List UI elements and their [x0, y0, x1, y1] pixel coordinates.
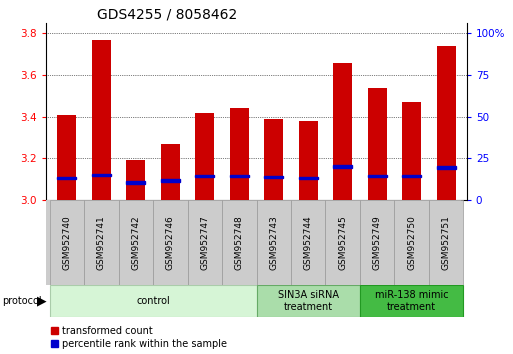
Bar — [230, 108, 249, 200]
Text: GSM952748: GSM952748 — [235, 215, 244, 270]
Bar — [161, 179, 180, 182]
Text: GSM952747: GSM952747 — [200, 215, 209, 270]
Bar — [256, 285, 360, 316]
Bar — [299, 177, 318, 179]
Text: GSM952742: GSM952742 — [131, 215, 141, 270]
Bar — [222, 200, 256, 285]
Bar — [57, 115, 76, 200]
Text: GSM952743: GSM952743 — [269, 215, 278, 270]
Text: GSM952749: GSM952749 — [372, 215, 382, 270]
Bar — [92, 174, 111, 176]
Bar — [368, 87, 387, 200]
Bar — [264, 176, 283, 178]
Bar — [195, 113, 214, 200]
Text: ▶: ▶ — [37, 295, 47, 307]
Legend: transformed count, percentile rank within the sample: transformed count, percentile rank withi… — [51, 326, 227, 349]
Bar — [333, 63, 352, 200]
Bar — [126, 160, 145, 200]
Bar — [256, 200, 291, 285]
Bar — [153, 200, 188, 285]
Text: GSM952745: GSM952745 — [338, 215, 347, 270]
Bar — [299, 121, 318, 200]
Bar — [119, 200, 153, 285]
Text: miR-138 mimic
treatment: miR-138 mimic treatment — [375, 290, 448, 312]
Text: SIN3A siRNA
treatment: SIN3A siRNA treatment — [278, 290, 339, 312]
Bar — [57, 177, 76, 179]
Bar — [429, 200, 463, 285]
Bar — [126, 181, 145, 184]
Bar — [402, 175, 421, 177]
Text: GDS4255 / 8058462: GDS4255 / 8058462 — [96, 8, 237, 22]
Bar — [230, 175, 249, 177]
Bar — [368, 175, 387, 177]
Bar — [264, 119, 283, 200]
Bar — [84, 200, 119, 285]
Text: GSM952746: GSM952746 — [166, 215, 175, 270]
Text: GSM952744: GSM952744 — [304, 215, 313, 270]
Text: GSM952740: GSM952740 — [63, 215, 71, 270]
Bar — [333, 165, 352, 168]
Text: GSM952750: GSM952750 — [407, 215, 416, 270]
Bar — [50, 200, 84, 285]
Bar — [50, 285, 256, 316]
Bar — [92, 40, 111, 200]
Bar — [402, 102, 421, 200]
Bar — [360, 200, 394, 285]
Bar — [437, 46, 456, 200]
Text: control: control — [136, 296, 170, 306]
Bar — [325, 200, 360, 285]
Bar — [437, 166, 456, 169]
Bar — [161, 144, 180, 200]
Text: GSM952741: GSM952741 — [97, 215, 106, 270]
Text: GSM952751: GSM952751 — [442, 215, 450, 270]
Bar — [291, 200, 325, 285]
Bar — [188, 200, 222, 285]
Bar — [360, 285, 463, 316]
Bar — [195, 175, 214, 177]
Text: protocol: protocol — [3, 296, 42, 306]
Bar — [394, 200, 429, 285]
